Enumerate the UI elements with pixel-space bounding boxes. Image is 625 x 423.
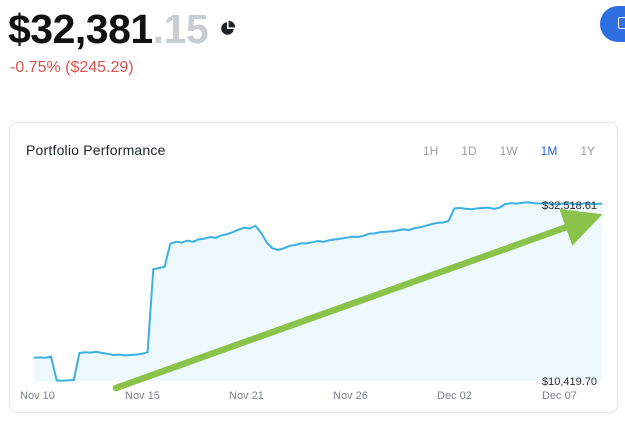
range-1m[interactable]: 1M <box>540 144 558 158</box>
balance-dollars: $32,381 <box>8 6 153 52</box>
x-tick-label: Nov 10 <box>20 390 55 402</box>
balance-cents: .15 <box>152 6 209 52</box>
range-1y[interactable]: 1Y <box>580 144 595 158</box>
portfolio-performance-card: Portfolio Performance 1H 1D 1W 1M 1Y Nov… <box>9 122 618 413</box>
chart-area-fill <box>34 202 602 381</box>
x-tick-label: Nov 26 <box>333 390 368 402</box>
x-tick-label: Nov 15 <box>125 390 160 402</box>
chart-line <box>33 201 603 382</box>
balance-change: -0.75% ($245.29) <box>10 59 134 76</box>
range-1d[interactable]: 1D <box>461 144 477 158</box>
document-icon <box>618 17 625 29</box>
range-1w[interactable]: 1W <box>499 144 518 158</box>
portfolio-balance: $32,381 .15 <box>8 6 209 53</box>
trend-arrow <box>112 209 603 392</box>
range-1h[interactable]: 1H <box>422 144 439 158</box>
min-price-label: $10,419.70 <box>542 376 597 388</box>
card-title: Portfolio Performance <box>26 142 166 158</box>
pie-chart-icon[interactable] <box>219 20 236 37</box>
x-tick-label: Dec 02 <box>437 390 472 402</box>
max-price-label: $32,518.61 <box>542 200 597 212</box>
corner-action-button[interactable] <box>600 6 625 42</box>
x-tick-label: Nov 21 <box>229 390 264 402</box>
time-range-selector: 1H 1D 1W 1M 1Y <box>400 144 595 158</box>
performance-chart: Nov 10 Nov 15 Nov 21 Nov 26 Dec 02 Dec 07 $32… <box>20 200 603 402</box>
x-tick-label: Dec 07 <box>542 390 577 402</box>
